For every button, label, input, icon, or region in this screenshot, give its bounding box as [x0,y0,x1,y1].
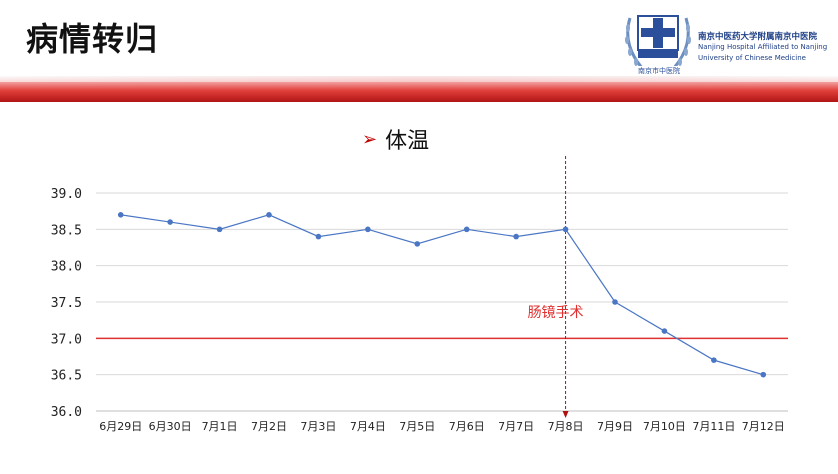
data-point [711,357,717,363]
chart-title: 体温 [385,129,430,154]
event-marker-label: 肠镜手术 [528,305,584,321]
x-tick-label: 7月7日 [498,420,534,433]
x-tick-label: 7月10日 [643,420,686,433]
header-accent-band [0,76,838,102]
x-tick-label: 7月5日 [399,420,435,433]
x-tick-label: 7月12日 [742,420,785,433]
data-point [562,226,569,233]
x-tick-label: 7月2日 [251,420,287,433]
data-point [513,233,519,240]
chart-subtitle: ➢ 体温 [362,124,430,155]
data-point [266,212,272,218]
y-tick-label: 39.0 [51,187,82,202]
x-tick-label: 7月11日 [692,420,735,433]
x-tick-label: 6月30日 [149,420,192,433]
data-point [414,241,421,247]
hospital-logo: 1956 南京市中医院 南京中医药大学附属南京中医院 Nanjing Hospi… [620,10,835,78]
data-point [661,328,668,334]
y-tick-label: 38.0 [51,260,82,275]
x-tick-label: 7月4日 [350,420,386,433]
data-point [315,233,322,240]
y-tick-label: 37.0 [51,332,82,347]
y-tick-label: 36.5 [51,369,82,384]
data-point [365,226,371,233]
data-point [117,212,124,218]
data-point [463,226,470,233]
x-tick-label: 7月6日 [449,420,485,433]
data-point [167,219,173,225]
logo-name-english-1: Nanjing Hospital Affiliated to Nanjing [698,43,828,51]
x-tick-label: 7月8日 [548,420,584,433]
event-marker-arrowhead [562,411,569,418]
x-tick-label: 7月3日 [300,420,336,433]
logo-name-chinese: 南京中医药大学附属南京中医院 [698,32,818,42]
y-tick-label: 36.0 [51,405,82,420]
x-tick-label: 6月29日 [99,420,142,433]
logo-year: 1956 [648,58,664,65]
arrow-bullet-icon: ➢ [362,128,378,150]
data-point [612,299,618,305]
logo-name-english-2: University of Chinese Medicine [698,54,806,62]
logo-seal-text: 南京市中医院 [638,67,680,75]
y-tick-label: 37.5 [51,296,82,311]
slide-title: 病情转归 [26,20,159,58]
x-tick-label: 7月9日 [597,420,633,433]
hospital-emblem-icon [625,15,691,76]
y-tick-label: 38.5 [51,223,82,238]
series-line [120,214,764,376]
data-point [760,371,767,378]
data-point [216,226,223,233]
x-tick-label: 7月1日 [202,420,238,433]
